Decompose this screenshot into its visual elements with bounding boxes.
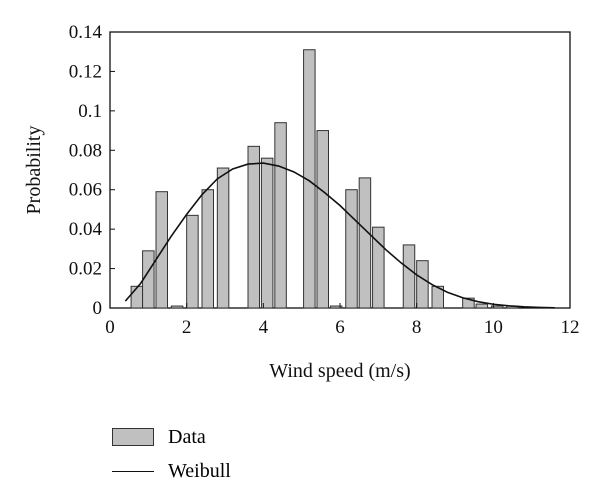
plot-area: 0 2 4 6 8 10 12 0 0.02 0.04 0.06 0.08 0.1 0.12 0.14: [69, 22, 580, 338]
y-tick-label: 0.06: [69, 180, 102, 201]
weibull-curve: [124, 162, 555, 309]
data-bar: [130, 285, 144, 309]
data-bar: [247, 145, 260, 309]
legend-label-weibull: Weibull: [168, 459, 231, 482]
x-tick-label: 0: [105, 317, 115, 338]
data-bar: [186, 214, 199, 309]
legend-entry-data: Data: [112, 420, 231, 454]
x-axis-ticks: 0 2 4 6 8 10 12: [105, 303, 580, 338]
y-tick-label: 0.1: [78, 101, 102, 122]
y-tick-label: 0.08: [69, 140, 102, 161]
data-bar: [216, 167, 230, 309]
data-bar: [372, 226, 385, 309]
legend-line-swatch: [112, 470, 154, 472]
chart: 0 2 4 6 8 10 12 0 0.02 0.04 0.06 0.08 0.1 0.12 0.14 W…: [23, 22, 580, 382]
x-tick-label: 10: [484, 317, 503, 338]
data-bar: [431, 285, 444, 309]
data-bar: [142, 250, 155, 309]
y-axis-ticks: 0 0.02 0.04 0.06 0.08 0.1 0.12 0.14: [69, 22, 115, 319]
legend: Data Weibull: [112, 420, 231, 488]
x-tick-label: 2: [182, 317, 192, 338]
x-tick-label: 8: [412, 317, 422, 338]
plot-frame: [109, 31, 571, 309]
legend-bar-swatch: [112, 428, 154, 446]
y-tick-label: 0.02: [69, 259, 102, 280]
data-bar: [260, 157, 274, 309]
legend-entry-weibull: Weibull: [112, 454, 231, 488]
legend-label-data: Data: [168, 425, 206, 448]
data-bar: [358, 177, 372, 309]
y-axis-title: Probability: [23, 126, 45, 215]
x-tick-label: 4: [259, 317, 269, 338]
data-bar: [416, 260, 429, 309]
data-bar: [490, 305, 504, 309]
data-bar: [170, 305, 184, 309]
data-bar: [329, 305, 343, 309]
x-axis-title: Wind speed (m/s): [269, 360, 410, 382]
x-tick-label: 12: [561, 317, 580, 338]
data-bar: [462, 297, 475, 309]
data-bar: [316, 130, 329, 309]
data-bar: [303, 49, 316, 309]
y-tick-label: 0.04: [69, 219, 103, 240]
y-tick-label: 0.14: [69, 22, 103, 43]
x-tick-label: 6: [335, 317, 345, 338]
y-tick-label: 0.12: [69, 61, 102, 82]
data-bar: [345, 189, 358, 309]
y-tick-label: 0: [93, 298, 103, 319]
data-bars: [130, 49, 519, 309]
data-bar: [201, 189, 214, 309]
data-bar: [475, 303, 489, 309]
data-bar: [402, 244, 416, 309]
data-bar: [274, 122, 287, 309]
